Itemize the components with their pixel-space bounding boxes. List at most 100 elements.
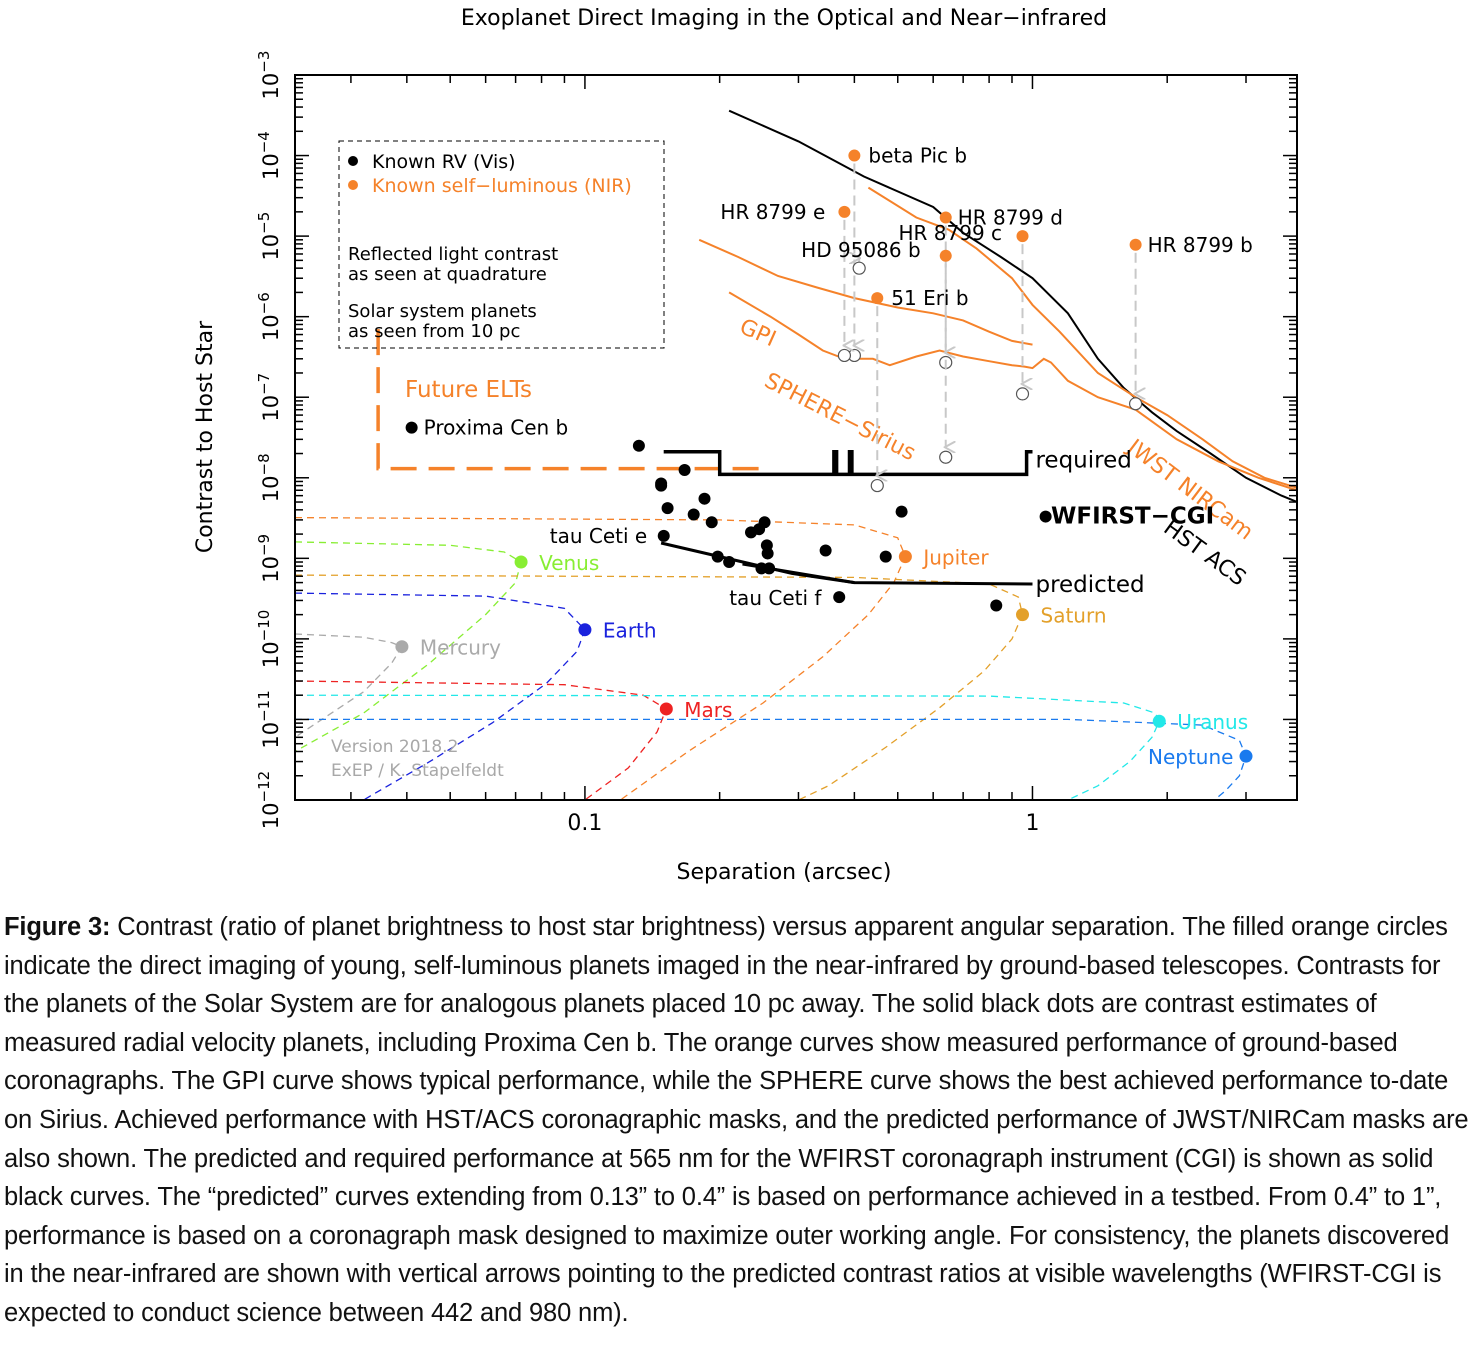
y-tick-label: 10−5 [255, 212, 283, 261]
nir-planet-marker [838, 205, 851, 218]
legend-rv-marker [348, 156, 358, 166]
solar-label-venus: Venus [539, 551, 599, 575]
y-tick-label-text: 10−7 [255, 373, 283, 422]
rv-planet-label: Proxima Cen b [424, 416, 569, 440]
rv-planet-marker [723, 556, 736, 569]
rv-planet-marker [661, 502, 674, 515]
nir-planet-label: beta Pic b [868, 144, 967, 168]
nir-planet-label: HR 8799 c [899, 221, 1003, 245]
predicted-visible-marker [939, 450, 953, 464]
orbit-curve-venus [295, 541, 522, 753]
solar-planet-saturn [1016, 608, 1030, 622]
solar-planet-uranus [1152, 714, 1166, 728]
solar-planet-venus [514, 555, 528, 569]
nir-planet-marker [1016, 230, 1029, 243]
nir-planet-label: HR 8799 b [1148, 233, 1253, 257]
predicted-visible-marker [870, 478, 884, 493]
legend-nir-label: Known self−luminous (NIR) [372, 175, 632, 197]
rv-planet-marker [705, 516, 718, 529]
nir-planet-label: 51 Eri b [891, 286, 968, 310]
rv-planet-marker [990, 599, 1003, 612]
nir-planet-marker [939, 249, 952, 262]
rv-planet-marker [819, 544, 832, 557]
y-axis-label: Contrast to Host Star [193, 320, 218, 553]
orbit-curve-saturn [295, 574, 1024, 800]
solar-planet-neptune [1239, 749, 1253, 763]
rv-planet-marker [678, 463, 691, 476]
rv-planet-marker [698, 492, 711, 505]
rv-planet-marker [879, 550, 892, 563]
y-tick-label: 10−4 [255, 131, 283, 180]
nir-planet-marker [848, 149, 861, 162]
curve-label-gpi: GPI [736, 314, 780, 352]
rv-planet-label: tau Ceti f [729, 586, 822, 610]
nir-planet-marker [871, 292, 884, 305]
plot-frame [294, 74, 1298, 801]
solar-label-neptune: Neptune [1148, 745, 1233, 769]
y-tick-label-text: 10−8 [255, 453, 283, 502]
predicted-visible-marker [1129, 397, 1143, 411]
figure-caption: Figure 3: Contrast (ratio of planet brig… [4, 908, 1474, 1333]
predicted-visible-marker [852, 261, 866, 275]
nir-planet-label: HD 95086 b [801, 238, 920, 262]
y-tick-label-text: 10−3 [255, 51, 283, 100]
solar-label-saturn: Saturn [1041, 604, 1107, 628]
rv-planet-marker [711, 550, 724, 563]
solar-planet-earth [578, 623, 592, 637]
chart-title: Exoplanet Direct Imaging in the Optical … [461, 6, 1107, 31]
x-axis-label: Separation (arcsec) [676, 860, 891, 885]
curve-sphere-sirius [728, 291, 1297, 492]
curve-jwst-nircam [867, 186, 1297, 489]
contrast-chart: Exoplanet Direct Imaging in the Optical … [193, 6, 1298, 885]
plot-clip-group [295, 109, 1297, 800]
y-tick-label-text: 10−6 [255, 292, 283, 341]
version-author-text: ExEP / K. Stapelfeldt [331, 761, 504, 781]
y-tick-label-text: 10−9 [255, 534, 283, 583]
rv-planet-marker [405, 421, 418, 434]
solar-label-earth: Earth [603, 619, 657, 643]
future-elts-line [376, 329, 763, 471]
orbit-curve-neptune [295, 718, 1247, 800]
nir-planet-label: HR 8799 d [958, 206, 1063, 230]
legend-note-line: Solar system planets [348, 301, 537, 322]
y-tick-label: 10−10 [255, 610, 283, 668]
solar-label-mars: Mars [684, 698, 732, 722]
y-tick-label: 10−3 [255, 51, 283, 100]
y-tick-label-text: 10−11 [255, 690, 283, 748]
solar-label-jupiter: Jupiter [921, 546, 989, 570]
curve-gpi [698, 238, 1033, 346]
y-tick-label: 10−7 [255, 373, 283, 422]
legend-note-line: as seen at quadrature [348, 264, 547, 285]
legend-note-line: Reflected light contrast [348, 244, 558, 265]
rv-planet-marker [763, 562, 776, 575]
y-tick-label: 10−9 [255, 534, 283, 583]
solar-planet-mercury [395, 640, 409, 654]
predicted-label: predicted [1035, 572, 1144, 598]
solar-label-uranus: Uranus [1177, 710, 1248, 734]
rv-planet-marker [657, 529, 670, 542]
nir-planet-label: HR 8799 e [720, 200, 825, 224]
rv-planet-marker [761, 547, 774, 560]
x-tick-label: 1 [1025, 811, 1039, 836]
y-tick-label-text: 10−10 [255, 610, 283, 668]
y-tick-label: 10−11 [255, 690, 283, 748]
nir-planet-marker [1129, 238, 1142, 251]
orbit-curve-earth [295, 592, 586, 800]
y-tick-label: 10−12 [255, 771, 283, 829]
rv-planet-label: tau Ceti e [550, 524, 647, 548]
rv-planet-marker [758, 516, 771, 529]
legend-rv-label: Known RV (Vis) [372, 151, 516, 173]
wfirst-label: WFIRST−CGI [1051, 504, 1214, 530]
x-tick-label: 0.1 [567, 811, 602, 836]
caption-text: Contrast (ratio of planet brightness to … [4, 913, 1469, 1327]
y-tick-label-text: 10−12 [255, 771, 283, 829]
wfirst-required-line [663, 450, 1033, 477]
orbit-curve-jupiter [295, 516, 907, 800]
solar-label-mercury: Mercury [420, 636, 501, 660]
rv-planet-marker [895, 505, 908, 518]
legend-nir-marker [348, 180, 358, 190]
version-text: Version 2018.2 [331, 737, 458, 757]
y-tick-label-text: 10−5 [255, 212, 283, 261]
orbit-curve-uranus [295, 694, 1161, 800]
rv-planet-marker [687, 508, 700, 521]
